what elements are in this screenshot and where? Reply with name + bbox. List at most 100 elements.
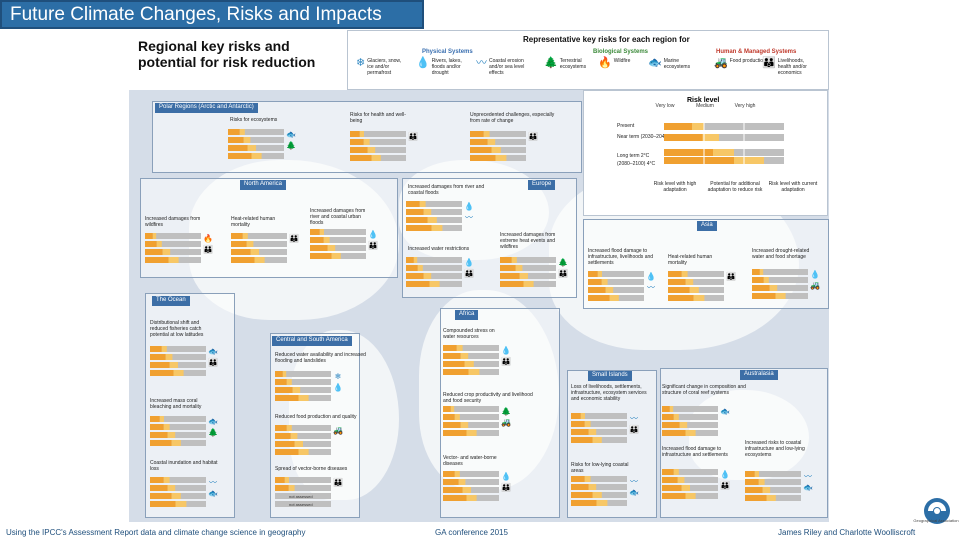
risk-bar-fill [443, 406, 451, 412]
risk-bar-fill [228, 145, 248, 151]
risk-label: Increased flood damage to infrastructure… [588, 248, 654, 266]
risk-label: Heat-related human mortality [231, 216, 276, 228]
people-icon: 👪 [368, 241, 378, 250]
coastal-icon: 〰 [630, 414, 638, 423]
not-assessed-label: not assessed [289, 502, 313, 507]
key-item-label: Marine ecosystems [663, 58, 691, 70]
risk-bar-fill [443, 369, 469, 375]
coastal-icon: 〰 [630, 477, 638, 486]
people-icon: 👪 [762, 57, 776, 69]
risk-bar-potential [413, 257, 418, 263]
risk-label: Unprecedented challenges, especially fro… [470, 112, 555, 124]
risk-bars [275, 425, 331, 455]
risk-bar-fill [310, 253, 332, 259]
risk-bar-fill [228, 137, 244, 143]
risk-bar-fill [275, 425, 287, 431]
water-drop-icon: 💧 [368, 230, 378, 239]
risk-bar-fill [752, 285, 770, 291]
risk-bar-potential [693, 295, 705, 301]
key-box: Representative key risks for each region… [347, 30, 829, 90]
risk-bars [150, 346, 206, 376]
risk-bar-potential [175, 501, 187, 507]
risk-bar-bg [745, 479, 801, 485]
risk-bar-fill [443, 430, 467, 436]
risk-bar-potential [371, 155, 381, 161]
fire-icon: 🔥 [598, 57, 612, 69]
risk-bars [662, 406, 718, 436]
risk-bar-potential [597, 271, 602, 277]
risk-bar-fill [668, 279, 686, 285]
risk-bar-bg [350, 139, 406, 145]
risk-bar-potential [483, 131, 490, 137]
risk-bar-fill [588, 271, 598, 277]
risk-bars [571, 413, 627, 443]
risk-bar-fill [500, 257, 512, 263]
region-tag-australasia: Australasia [740, 370, 778, 380]
risk-bar-fill [275, 477, 285, 483]
risk-bar-potential [596, 500, 608, 506]
risk-bar-potential [758, 479, 765, 485]
risk-bar-bg [406, 257, 462, 263]
risk-bar-fill [406, 225, 432, 231]
risk-icons: 🔥 👪 [203, 234, 213, 254]
risk-label: Loss of livelihoods, settlements, infras… [571, 384, 647, 402]
risk-bar-fill [150, 362, 170, 368]
risk-bar-fill [150, 477, 164, 483]
key-item: 🚜 Food production [714, 58, 768, 69]
people-icon: 👪 [726, 272, 736, 281]
risk-bars [150, 477, 206, 507]
legend-tick-medium: Medium [696, 103, 714, 109]
tractor-icon: 🚜 [714, 57, 728, 69]
slide-title: Future Climate Changes, Risks and Impact… [0, 0, 424, 29]
risk-bar-fill [275, 379, 287, 385]
risk-bar-fill [668, 287, 690, 293]
risk-bar-bg [406, 273, 462, 279]
risk-bar-bg [275, 425, 331, 431]
people-icon: 👪 [558, 269, 568, 278]
risk-bar-fill [500, 265, 516, 271]
risk-bar-potential [759, 269, 764, 275]
risk-bars: not assessed not assessed [275, 477, 331, 507]
risk-bar-fill [145, 257, 169, 263]
footer-center: GA conference 2015 [435, 528, 508, 537]
fish-icon: 🐟 [648, 57, 662, 69]
risk-bar-potential [359, 131, 364, 137]
legend-bar-potential [734, 157, 764, 164]
risk-bar-bg [150, 477, 206, 483]
risk-bar-bg [571, 421, 627, 427]
risk-bar-bg [310, 245, 366, 251]
risk-bar-fill [443, 345, 457, 351]
risk-bar-fill [275, 395, 299, 401]
water-drop-icon: 💧 [501, 472, 511, 481]
risk-bar-fill [745, 479, 759, 485]
region-tag-europe: Europe [528, 180, 556, 190]
risk-icons: 🐟 [720, 407, 730, 416]
risk-bar-bg [145, 233, 201, 239]
fish-icon: 🐟 [803, 483, 813, 492]
risk-bar-fill [231, 249, 251, 255]
risk-bar-potential [171, 493, 181, 499]
risk-bar-potential [163, 424, 170, 430]
risk-bar-fill [350, 139, 364, 145]
risk-bar-bg [406, 209, 462, 215]
tree-icon: 🌲 [208, 428, 218, 437]
region-tag-asia: Asia [697, 221, 717, 231]
risk-bar-potential [769, 285, 778, 291]
key-item-label: Coastal erosion and/or sea level effects [489, 58, 525, 76]
risk-bar-fill [310, 229, 320, 235]
people-icon: 👪 [208, 358, 218, 367]
risk-bar-bg [310, 237, 366, 243]
risk-bar-fill [443, 414, 455, 420]
region-tag-africa: Africa [455, 310, 479, 320]
risk-bar-fill [500, 281, 524, 287]
risk-bar-potential [423, 273, 432, 279]
water-drop-icon: 💧 [501, 346, 511, 355]
risk-bar-fill [145, 249, 163, 255]
risk-bar-bg [443, 422, 499, 428]
risk-bar-fill [145, 241, 157, 247]
risk-icons: 〰 👪 [629, 414, 639, 434]
risk-bar-fill [150, 346, 162, 352]
risk-label: Increased drought-related water and food… [752, 248, 810, 260]
legend-title: Risk level [687, 97, 720, 104]
snowflake-icon: ❄ [356, 57, 366, 69]
